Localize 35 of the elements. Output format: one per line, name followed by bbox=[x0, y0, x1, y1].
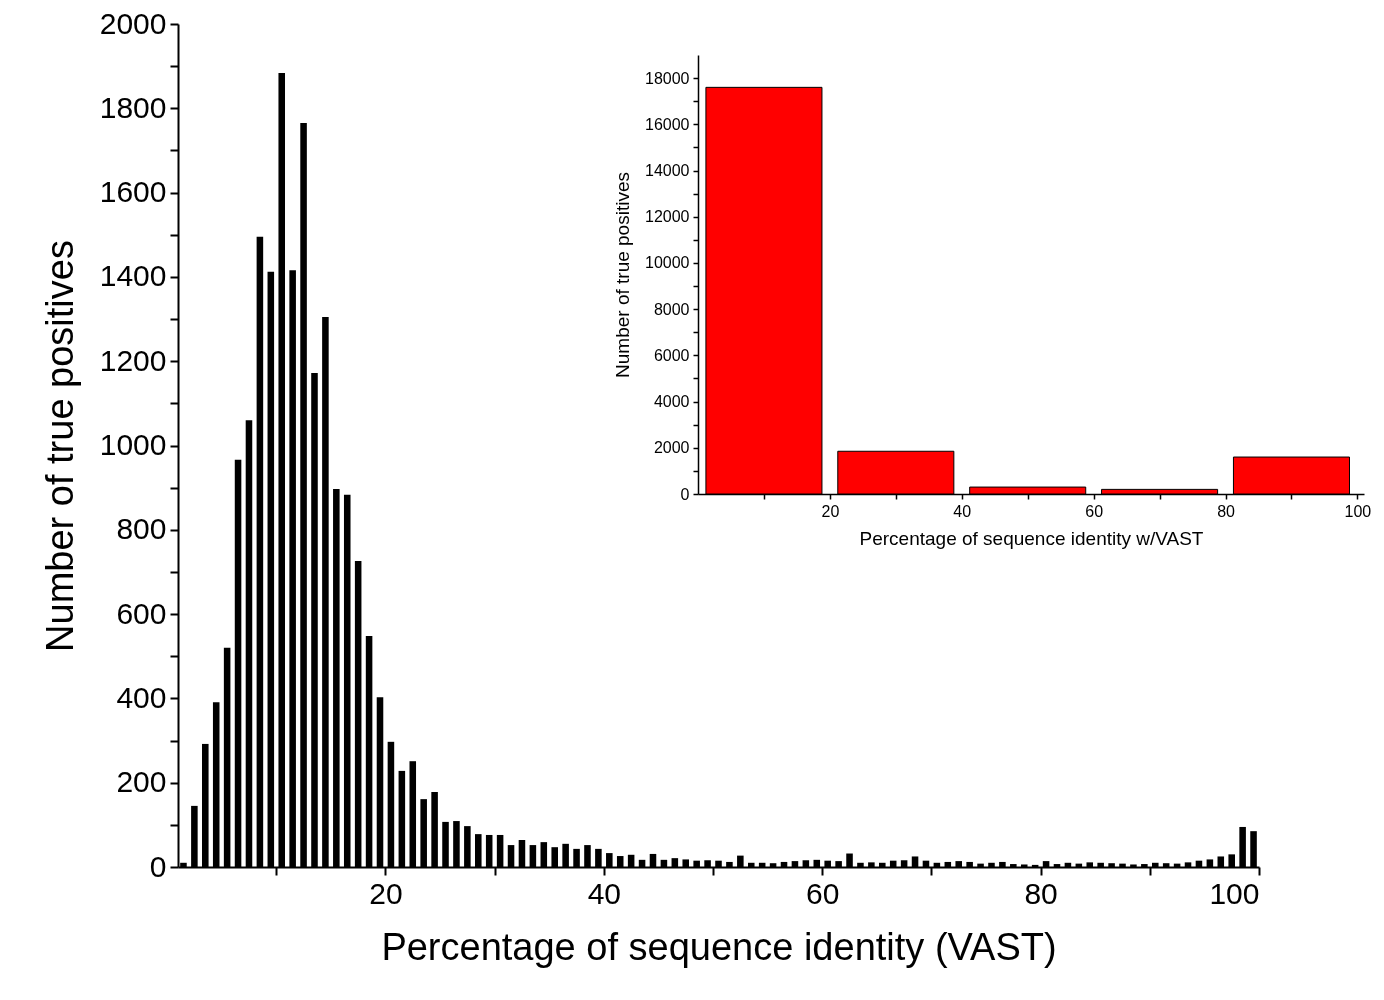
y-axis-title: Number of true positives bbox=[38, 240, 81, 652]
y-tick-label: 800 bbox=[116, 512, 167, 546]
x-tick-label: 100 bbox=[1344, 502, 1372, 520]
x-tick-label: 20 bbox=[369, 876, 403, 910]
y-tick-label: 2000 bbox=[99, 6, 167, 40]
y-tick-label: 12000 bbox=[645, 208, 690, 226]
x-tick-label: 20 bbox=[821, 502, 840, 520]
y-tick-label: 200 bbox=[116, 765, 167, 799]
y-axis-title: Number of true positives bbox=[612, 172, 634, 378]
y-tick-label: 1400 bbox=[99, 259, 167, 293]
y-tick-label: 1800 bbox=[99, 90, 167, 124]
y-tick-label: 18000 bbox=[645, 69, 690, 87]
x-tick-label: 40 bbox=[953, 502, 972, 520]
y-tick-label: 400 bbox=[116, 680, 167, 714]
y-tick-label: 6000 bbox=[653, 346, 690, 364]
y-tick-label: 1000 bbox=[99, 428, 167, 461]
y-tick-label: 8000 bbox=[653, 300, 690, 318]
y-tick-label: 1600 bbox=[99, 175, 167, 209]
y-tick-label: 2000 bbox=[653, 439, 690, 457]
y-tick-label: 0 bbox=[149, 849, 167, 883]
y-tick-label: 14000 bbox=[645, 162, 690, 180]
y-tick-label: 600 bbox=[116, 596, 167, 630]
x-tick-label: 80 bbox=[1217, 502, 1236, 520]
y-tick-label: 1200 bbox=[99, 343, 167, 377]
y-tick-label: 10000 bbox=[645, 254, 690, 272]
x-tick-label: 60 bbox=[806, 876, 840, 910]
x-tick-label: 60 bbox=[1085, 502, 1104, 520]
x-axis-title: Percentage of sequence identity w/VAST bbox=[859, 527, 1204, 549]
y-tick-label: 0 bbox=[680, 485, 690, 503]
x-tick-label: 80 bbox=[1024, 876, 1058, 910]
x-axis-title: Percentage of sequence identity (VAST) bbox=[381, 925, 1057, 968]
x-tick-label: 100 bbox=[1209, 876, 1260, 910]
y-tick-label: 16000 bbox=[645, 115, 690, 133]
y-tick-label: 4000 bbox=[653, 393, 690, 411]
x-tick-label: 40 bbox=[587, 876, 622, 910]
